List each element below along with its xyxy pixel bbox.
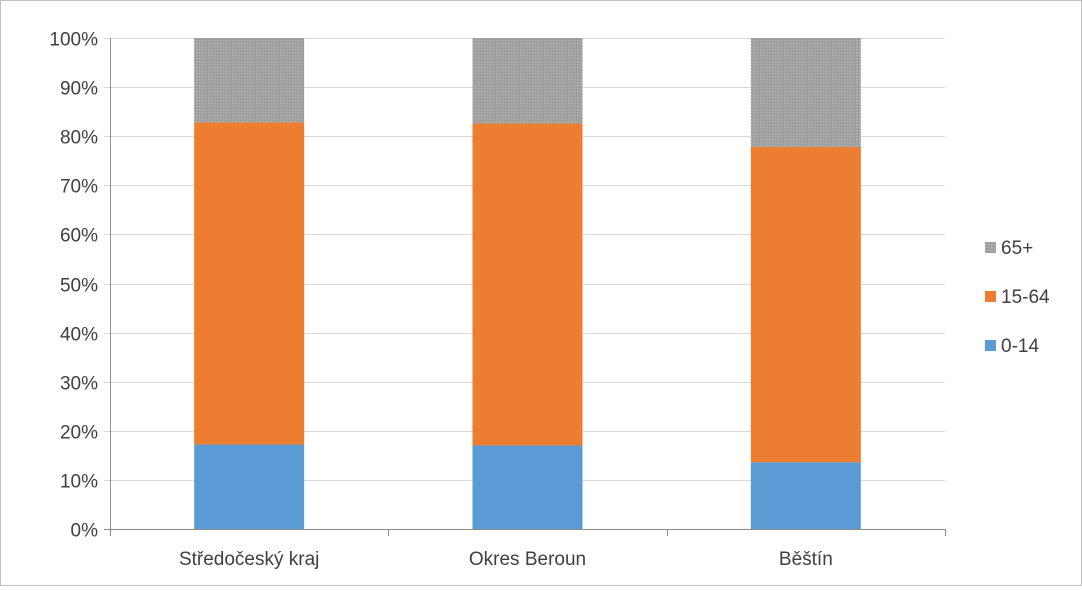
y-tick-label: 0% bbox=[71, 521, 99, 542]
y-tick-label: 20% bbox=[60, 423, 98, 444]
bar-segment-0-14 bbox=[750, 462, 861, 529]
legend-swatch bbox=[985, 242, 996, 253]
y-tick-label: 10% bbox=[60, 472, 98, 493]
legend-swatch bbox=[985, 340, 996, 351]
legend-label: 15-64 bbox=[1001, 287, 1050, 308]
x-category-label: Běštín bbox=[779, 549, 833, 570]
legend-label: 65+ bbox=[1001, 238, 1033, 259]
bar-segment-0-14 bbox=[472, 445, 583, 529]
bar-segment-15-64 bbox=[472, 123, 583, 446]
x-category-label: Okres Beroun bbox=[469, 549, 586, 570]
bar-segment-15-64 bbox=[750, 147, 861, 463]
bar-segment-0-14 bbox=[194, 444, 305, 529]
y-tick-label: 50% bbox=[60, 276, 98, 297]
y-tick-label: 60% bbox=[60, 226, 98, 247]
y-tick-label: 80% bbox=[60, 128, 98, 149]
y-tick-label: 100% bbox=[49, 30, 98, 51]
bars bbox=[194, 38, 861, 529]
y-tick-label: 40% bbox=[60, 325, 98, 346]
bar-segment-65- bbox=[472, 38, 583, 124]
bar-segment-65- bbox=[194, 38, 305, 123]
legend-swatch bbox=[985, 291, 996, 302]
x-category-label: Středočeský kraj bbox=[179, 549, 319, 570]
legend-label: 0-14 bbox=[1001, 336, 1039, 357]
y-tick-label: 30% bbox=[60, 374, 98, 395]
y-tick-label: 90% bbox=[60, 79, 98, 100]
bar-segment-65- bbox=[750, 38, 861, 148]
legend: 65+ 15-64 0-14 bbox=[985, 238, 1050, 357]
bar-segment-15-64 bbox=[194, 122, 305, 445]
y-tick-label: 70% bbox=[60, 177, 98, 198]
axes: 0% 10% 20% 30% 40% 50% 60% 70% 80% 90% 100% Středoč… bbox=[49, 30, 946, 570]
